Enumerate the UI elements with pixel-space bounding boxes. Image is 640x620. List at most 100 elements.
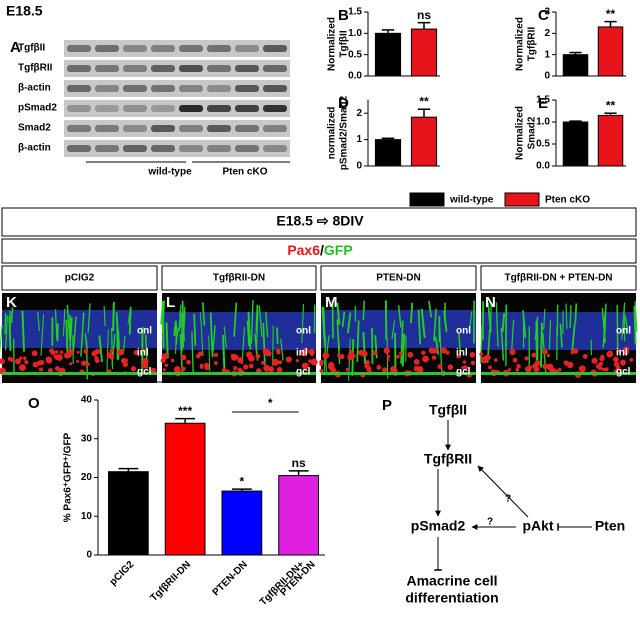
gfp-fiber <box>401 333 406 367</box>
blot-band <box>67 65 91 72</box>
pax6-cell <box>63 352 71 359</box>
blot-band <box>235 45 259 52</box>
y-tick-label: 1 <box>544 49 550 60</box>
pax6-cell <box>237 357 244 364</box>
pax6-cell <box>386 358 390 362</box>
gfp-fiber <box>80 312 85 357</box>
pax6-cell <box>117 348 125 356</box>
pax6-cell <box>431 355 437 360</box>
x-tick-label: pCIG2 <box>108 559 137 588</box>
pax6-cell <box>349 349 353 353</box>
panel-letter: P <box>382 397 392 414</box>
pax6-cell <box>527 365 533 370</box>
gfp-fiber <box>115 312 120 346</box>
bar <box>597 26 624 77</box>
gfp-fiber <box>434 336 440 355</box>
layer-label: onl <box>137 326 152 337</box>
y-tick-label: 20 <box>81 472 93 483</box>
pax6-cell <box>164 363 169 368</box>
gcl-band <box>2 372 157 375</box>
gcl-band <box>321 372 476 375</box>
nuclear-layer <box>2 310 157 348</box>
gfp-fiber <box>122 335 126 352</box>
gfp-fiber <box>63 308 66 325</box>
pax6-cell <box>345 367 350 372</box>
pax6-cell <box>248 363 254 369</box>
panel-letter: C <box>538 7 549 24</box>
pax6-cell <box>542 348 548 355</box>
gfp-fiber <box>258 305 263 337</box>
pax6-cell <box>76 359 80 363</box>
blot-band <box>235 105 259 112</box>
gfp-fiber <box>280 338 284 361</box>
pax6-cell <box>601 367 606 372</box>
pathway: P TgfβII TgfβRII pSmad2 pAkt Pten Amacri… <box>382 397 625 606</box>
pax6-cell <box>328 363 334 370</box>
pax6-cell <box>295 359 299 363</box>
gfp-fiber <box>362 332 367 365</box>
pax6-cell <box>141 348 146 353</box>
layer-label: gcl <box>296 367 311 378</box>
blot-band <box>207 125 231 132</box>
blot-band <box>123 45 147 52</box>
blot-strip <box>64 60 290 77</box>
blot-band <box>123 125 147 132</box>
gfp-fiber <box>98 335 103 363</box>
gfp-fiber <box>193 313 197 346</box>
y-axis-label: Normalized <box>515 106 526 160</box>
blot-band <box>67 145 91 152</box>
pax6-cell <box>45 356 53 363</box>
condition: TgfβRII-DN + PTEN-DN <box>504 273 612 284</box>
gfp-fiber <box>495 302 499 347</box>
bar <box>374 32 402 77</box>
gfp-fiber <box>548 320 552 350</box>
y-axis-label: pSmad2/Smad2 <box>339 95 350 170</box>
blot-label: β-actin <box>18 143 51 154</box>
pax6-cell <box>54 366 60 371</box>
pax6-cell <box>598 366 603 371</box>
gfp-fiber <box>87 303 91 333</box>
blot-band <box>235 85 259 92</box>
pax6-cell <box>271 358 279 366</box>
pax6-cell <box>301 362 309 370</box>
pax6-cell <box>463 365 469 371</box>
gfp-fiber <box>409 302 414 324</box>
pax6-cell <box>516 364 521 369</box>
pax6-cell <box>422 355 429 363</box>
pax6-cell <box>480 356 488 364</box>
pax6-cell <box>493 358 498 362</box>
gfp-fiber <box>161 303 165 349</box>
condition-box <box>320 265 477 291</box>
gfp-fiber <box>569 305 572 328</box>
panel-letter: L <box>166 294 175 311</box>
figure-header: E18.5 <box>6 3 43 19</box>
gfp-fiber <box>173 320 177 336</box>
pax6-cell <box>558 367 562 372</box>
blot-band <box>207 65 231 72</box>
pax6-cell <box>361 350 368 358</box>
bar <box>410 28 438 77</box>
pax6-cell <box>531 352 537 358</box>
panel-letter: B <box>338 7 349 24</box>
y-tick-label: 2 <box>356 108 362 119</box>
y-tick-label: 1.0 <box>536 117 550 128</box>
pax6-cell <box>19 364 26 372</box>
pax6-cell <box>204 362 210 369</box>
pax6-cell <box>524 356 529 361</box>
layer-label: onl <box>616 326 631 337</box>
stain-sep: / <box>320 242 324 258</box>
pax6-cell <box>619 359 627 366</box>
layer-label: inl <box>616 348 628 359</box>
treatment: E18.5 ⇨ 8DIV <box>276 213 364 229</box>
gfp-fiber <box>571 323 576 355</box>
pax6-cell <box>421 350 426 355</box>
x-tick-label: PTEN-DN <box>211 559 250 598</box>
panel-letter: O <box>28 395 40 412</box>
gfp-fiber <box>337 330 341 351</box>
gfp-fiber <box>37 311 41 331</box>
blot-label: pSmad2 <box>18 103 57 114</box>
pax6-cell <box>372 350 378 356</box>
gfp-fiber <box>443 310 448 332</box>
pax6-cell <box>339 353 345 360</box>
legend-label: Pten cKO <box>545 195 590 206</box>
